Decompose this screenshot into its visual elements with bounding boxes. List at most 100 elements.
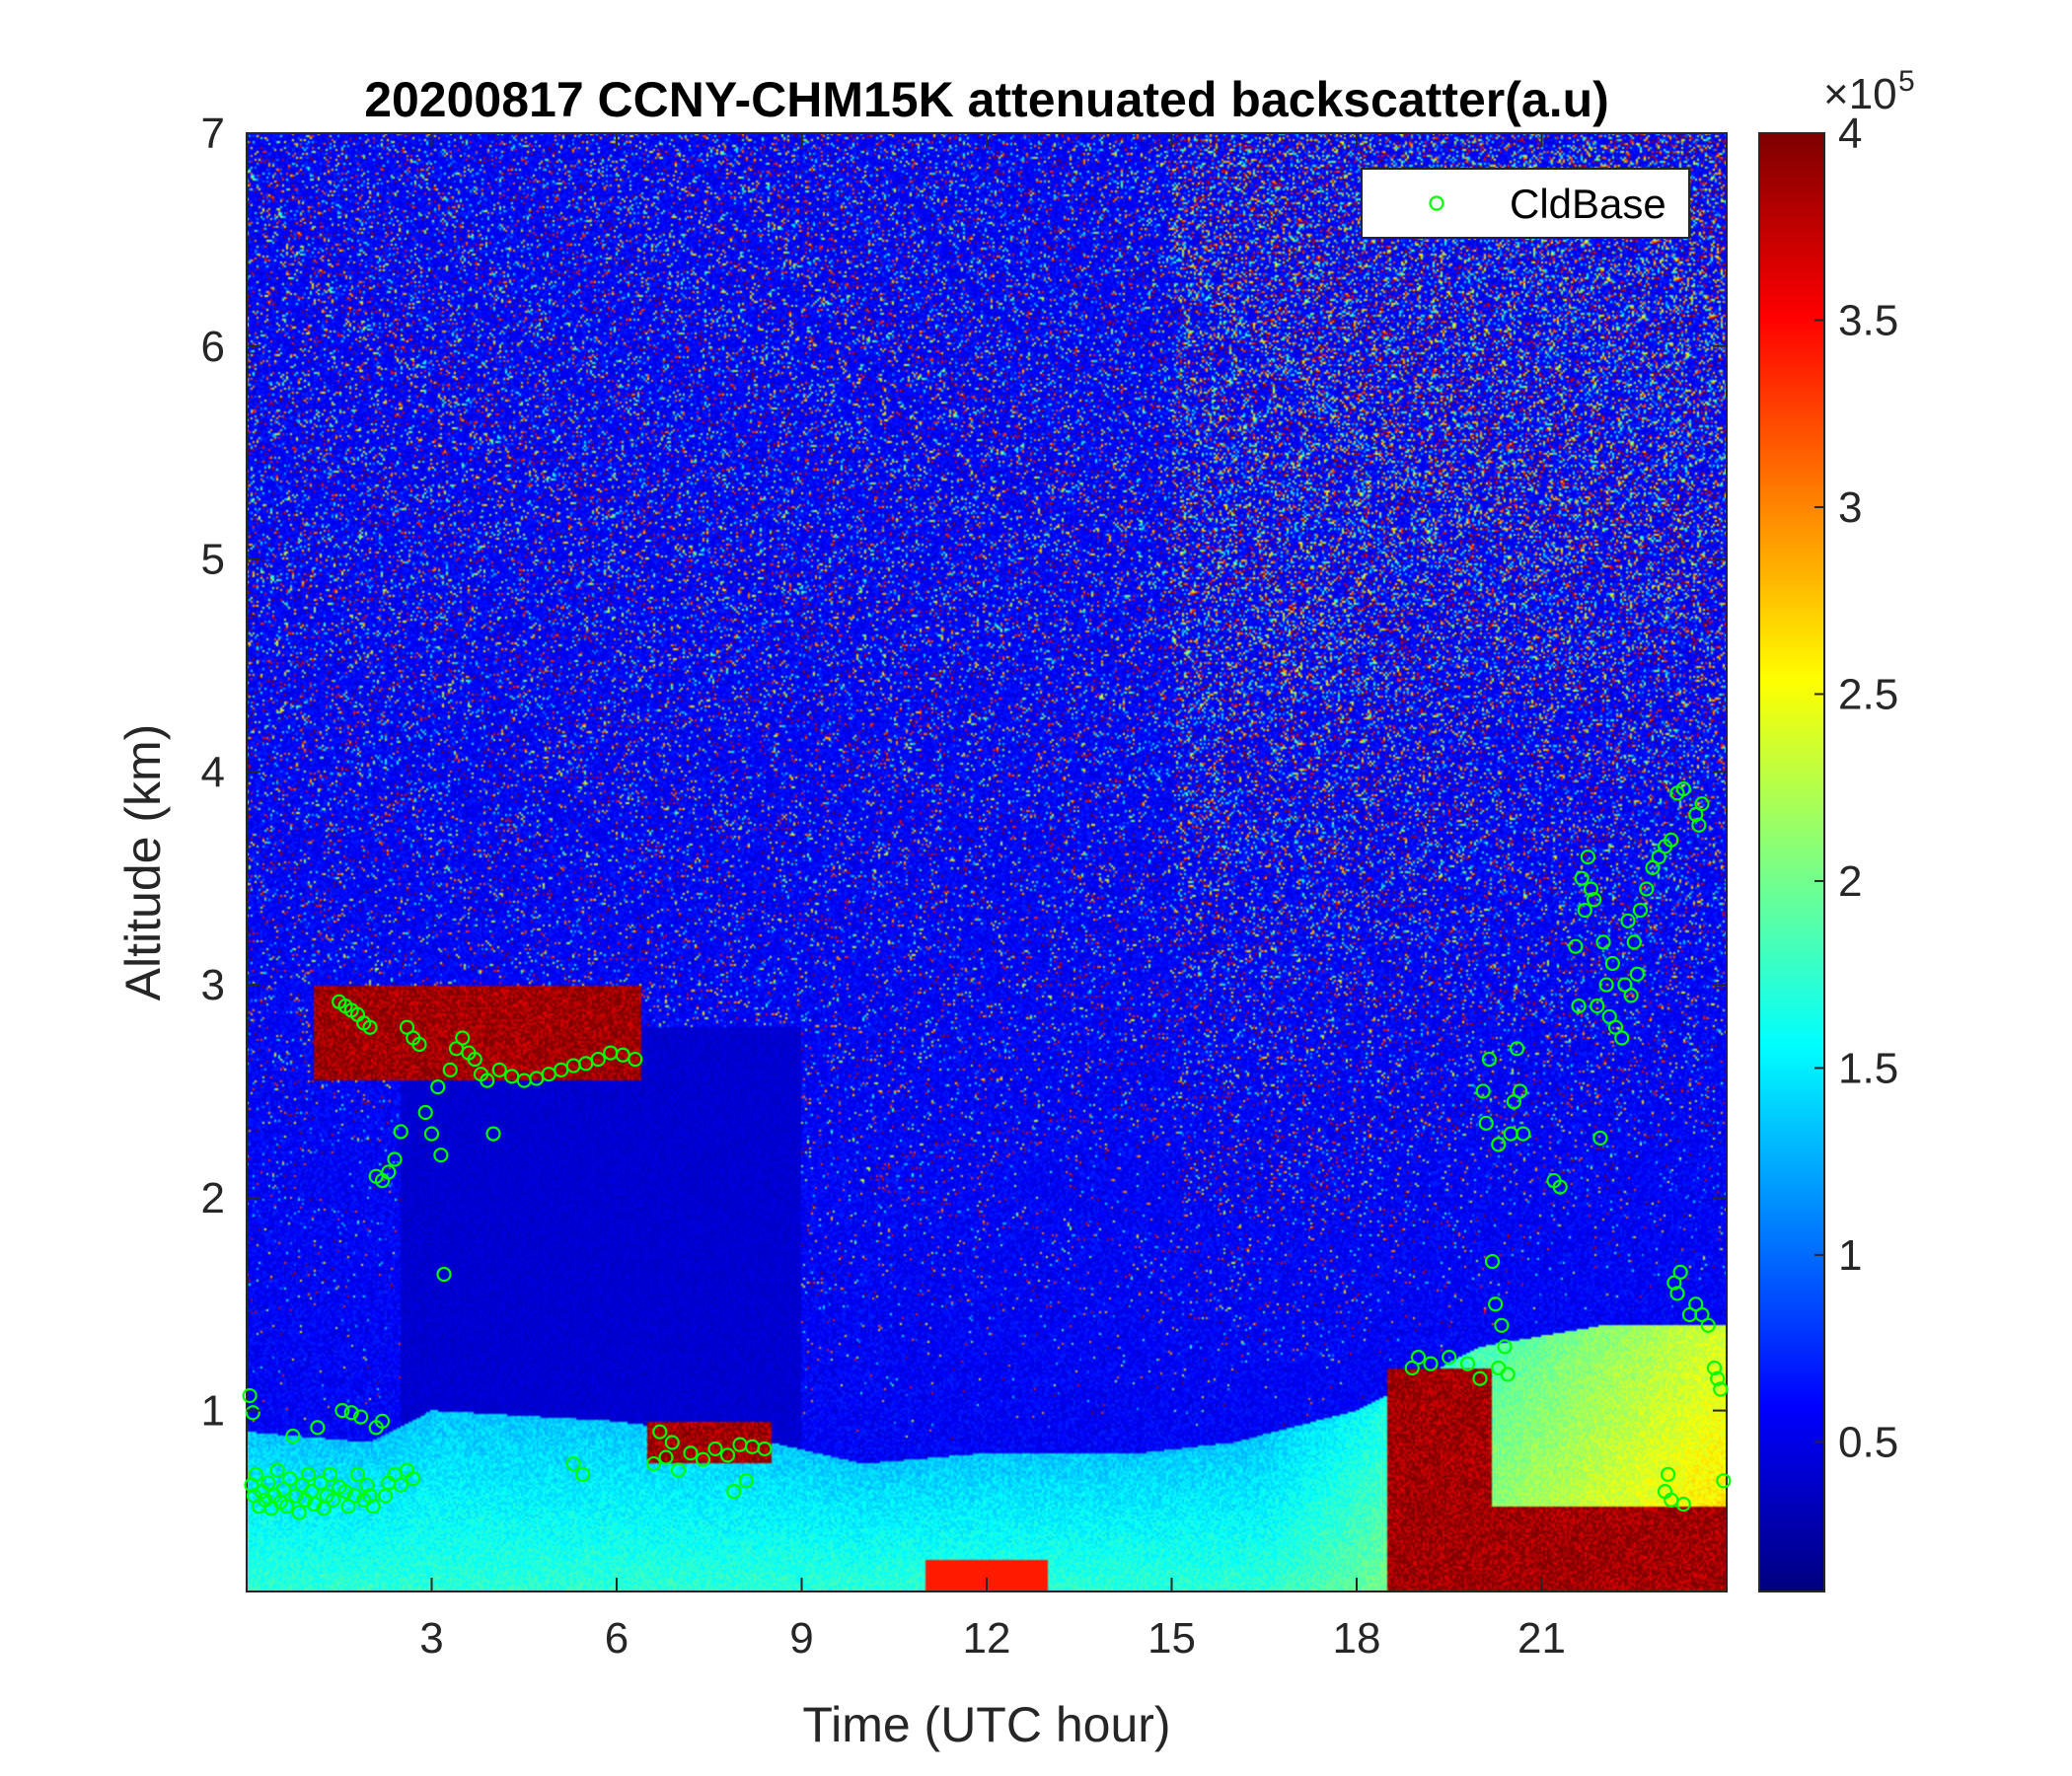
cldbase-point [1664, 832, 1679, 848]
cldbase-point [1478, 1115, 1494, 1131]
axes-frame [246, 132, 1825, 1592]
cldbase-point [1629, 966, 1645, 982]
legend: CldBase [1361, 168, 1690, 239]
cldbase-point [362, 1019, 378, 1035]
cldbase-point [541, 1067, 556, 1082]
cldbase-point [1472, 1370, 1488, 1386]
cldbase-point [732, 1437, 748, 1452]
x-tick-label: 15 [1147, 1614, 1196, 1663]
cldbase-point [245, 1405, 260, 1421]
cldbase-point [516, 1073, 532, 1088]
cldbase-point [565, 1058, 581, 1073]
cldbase-point [343, 1405, 359, 1421]
cldbase-point [325, 1492, 341, 1508]
cldbase-point [1598, 977, 1614, 993]
cldbase-point [1513, 1083, 1528, 1099]
cldbase-point [1574, 870, 1590, 886]
cldbase-point [285, 1428, 301, 1444]
cldbase-point [615, 1047, 630, 1063]
x-tick-label: 3 [419, 1614, 443, 1663]
x-tick-label: 9 [789, 1614, 813, 1663]
colorbar-gradient [1759, 133, 1824, 1591]
cldbase-point [1620, 913, 1636, 928]
cldbase-point [1580, 850, 1595, 865]
legend-marker-icon [1429, 195, 1444, 211]
cldbase-point [334, 1402, 350, 1419]
cldbase-point [378, 1488, 394, 1504]
x-tick-label: 18 [1333, 1614, 1381, 1663]
cldbase-point [406, 1471, 421, 1487]
cldbase-point [282, 1471, 298, 1487]
cldbase-point [307, 1496, 323, 1513]
colorbar-tick-label: 2 [1838, 857, 1862, 906]
colorbar-tick-label: 1.5 [1838, 1044, 1898, 1092]
cldbase-point [346, 1488, 362, 1504]
cldbase-point [757, 1441, 773, 1457]
cldbase-point [387, 1151, 403, 1167]
cldbase-point [1710, 1370, 1726, 1386]
cldbase-point [269, 1462, 285, 1478]
colorbar-tick-label: 3 [1838, 483, 1862, 532]
cldbase-point [719, 1447, 736, 1463]
cldbase-point [664, 1435, 680, 1450]
x-axis-label: Time (UTC hour) [802, 1697, 1170, 1752]
colorbar-tick-label: 4 [1838, 110, 1862, 158]
plot-border [246, 132, 1728, 1592]
y-tick-label: 2 [201, 1174, 225, 1222]
cldbase-point [1713, 1381, 1729, 1397]
cldbase-point [695, 1451, 711, 1467]
cldbase-point [393, 1124, 408, 1140]
cldbase-point [411, 1036, 427, 1053]
cldbase-point [1669, 1286, 1685, 1301]
cldbase-point [310, 1420, 326, 1436]
cldbase-point [1442, 1350, 1457, 1366]
y-axis-label: Altitude (km) [115, 724, 171, 1001]
cldbase-point [1706, 1360, 1723, 1376]
cldbase-point [1694, 796, 1710, 812]
cldbase-point [1716, 1473, 1732, 1489]
cldbase-point [467, 1051, 482, 1068]
cldbase-point [1632, 902, 1649, 919]
cldbase-point [1497, 1339, 1513, 1355]
cldbase-point [529, 1071, 545, 1086]
cldbase-point [1614, 1030, 1630, 1046]
cldbase-point [417, 1104, 433, 1121]
cldbase-point [1626, 934, 1642, 950]
cldbase-point [1571, 999, 1587, 1014]
cldbase-point [683, 1445, 699, 1461]
cldbase-point [1552, 1179, 1568, 1195]
cldbase-point [1672, 1264, 1688, 1280]
cldbase-point [1623, 988, 1639, 1003]
cldbase-point [1568, 938, 1584, 954]
cldbase-point [322, 1466, 337, 1482]
cldbase-point [1592, 1130, 1608, 1147]
cldbase-point [455, 1030, 471, 1046]
cldbase-point [436, 1266, 452, 1283]
colorbar-exponent-power: 5 [1898, 65, 1915, 98]
cldbase-point [300, 1466, 317, 1482]
cldbase-point [1491, 1137, 1507, 1152]
cldbase-point [365, 1499, 381, 1515]
colorbar-border [1758, 132, 1825, 1592]
cldbase-point [485, 1126, 501, 1142]
cldbase-point [291, 1505, 307, 1520]
cldbase-point [575, 1466, 591, 1482]
cldbase-point [1590, 999, 1605, 1014]
cldbase-point [1577, 902, 1592, 919]
cldbase-point [442, 1062, 458, 1077]
cldbase-point [1484, 1253, 1501, 1270]
cldbase-point [590, 1051, 606, 1068]
y-tick-label: 1 [201, 1387, 225, 1436]
cldbase-point [670, 1462, 687, 1478]
cldbase-point [1675, 780, 1691, 797]
backscatter-heatmap [247, 133, 1727, 1591]
cldbase-point [1516, 1126, 1531, 1142]
cldbase-point [603, 1045, 619, 1061]
cloud-base-markers [242, 780, 1732, 1520]
colorbar-tick-label: 1 [1838, 1231, 1862, 1280]
cldbase-point [645, 1455, 662, 1472]
x-tick-label: 6 [605, 1614, 629, 1663]
cldbase-point [433, 1147, 449, 1163]
cldbase-point [707, 1441, 723, 1457]
cldbase-point [658, 1449, 674, 1465]
